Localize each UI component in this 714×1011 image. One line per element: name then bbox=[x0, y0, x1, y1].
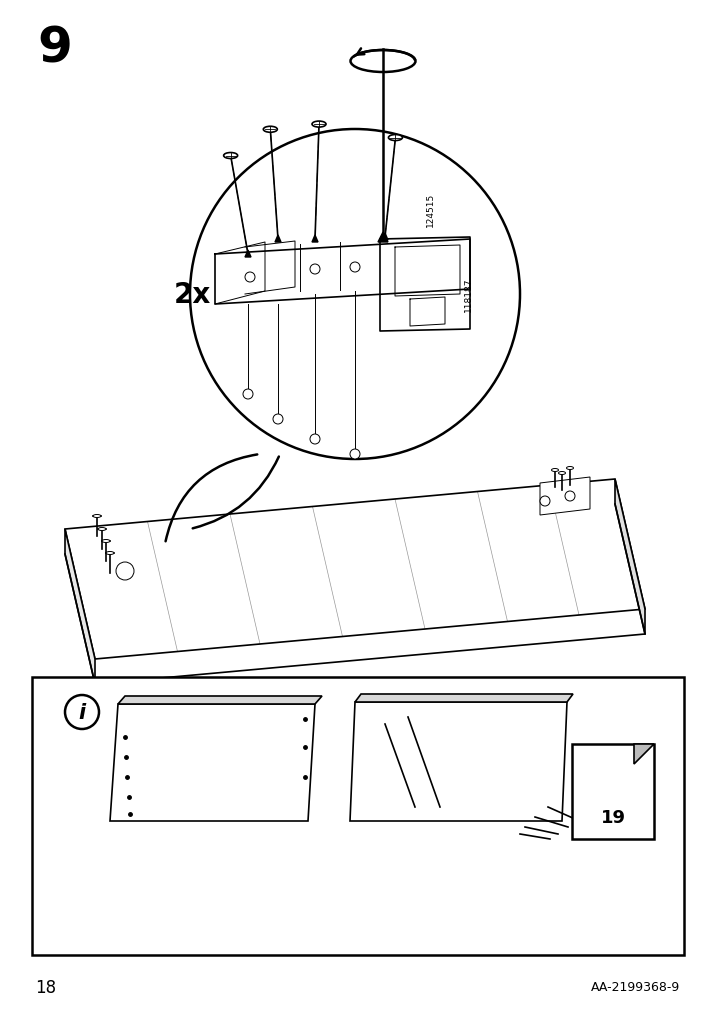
Text: i: i bbox=[79, 703, 86, 722]
Polygon shape bbox=[540, 477, 590, 516]
Circle shape bbox=[350, 450, 360, 460]
Text: AA-2199368-9: AA-2199368-9 bbox=[590, 981, 680, 994]
Polygon shape bbox=[312, 236, 318, 243]
FancyBboxPatch shape bbox=[572, 744, 654, 839]
Text: 19: 19 bbox=[600, 808, 625, 826]
Ellipse shape bbox=[223, 154, 238, 160]
Circle shape bbox=[565, 491, 575, 501]
FancyBboxPatch shape bbox=[32, 677, 684, 955]
Text: 2x: 2x bbox=[174, 281, 211, 308]
Ellipse shape bbox=[388, 135, 403, 142]
Ellipse shape bbox=[566, 467, 573, 470]
Polygon shape bbox=[615, 479, 645, 634]
Ellipse shape bbox=[558, 472, 565, 475]
Polygon shape bbox=[65, 479, 645, 659]
Circle shape bbox=[310, 265, 320, 275]
Ellipse shape bbox=[98, 528, 106, 531]
Polygon shape bbox=[245, 251, 251, 258]
Circle shape bbox=[540, 496, 550, 507]
Polygon shape bbox=[355, 695, 573, 703]
Ellipse shape bbox=[102, 540, 110, 543]
Circle shape bbox=[116, 562, 134, 580]
Polygon shape bbox=[110, 705, 315, 821]
Circle shape bbox=[350, 263, 360, 273]
Polygon shape bbox=[275, 236, 281, 243]
Polygon shape bbox=[378, 233, 388, 243]
Circle shape bbox=[273, 415, 283, 425]
Polygon shape bbox=[118, 697, 322, 705]
Ellipse shape bbox=[551, 469, 558, 472]
Ellipse shape bbox=[93, 515, 101, 518]
Ellipse shape bbox=[263, 127, 277, 133]
Text: 124515: 124515 bbox=[426, 193, 435, 226]
Text: 9: 9 bbox=[38, 24, 72, 72]
Text: 18: 18 bbox=[35, 978, 56, 996]
Polygon shape bbox=[65, 530, 95, 684]
Circle shape bbox=[310, 435, 320, 445]
Polygon shape bbox=[634, 744, 654, 764]
Text: 118187: 118187 bbox=[463, 277, 473, 312]
Circle shape bbox=[243, 389, 253, 399]
Polygon shape bbox=[350, 703, 567, 821]
Polygon shape bbox=[382, 234, 388, 241]
Circle shape bbox=[245, 273, 255, 283]
Ellipse shape bbox=[106, 552, 114, 555]
Ellipse shape bbox=[312, 122, 326, 128]
